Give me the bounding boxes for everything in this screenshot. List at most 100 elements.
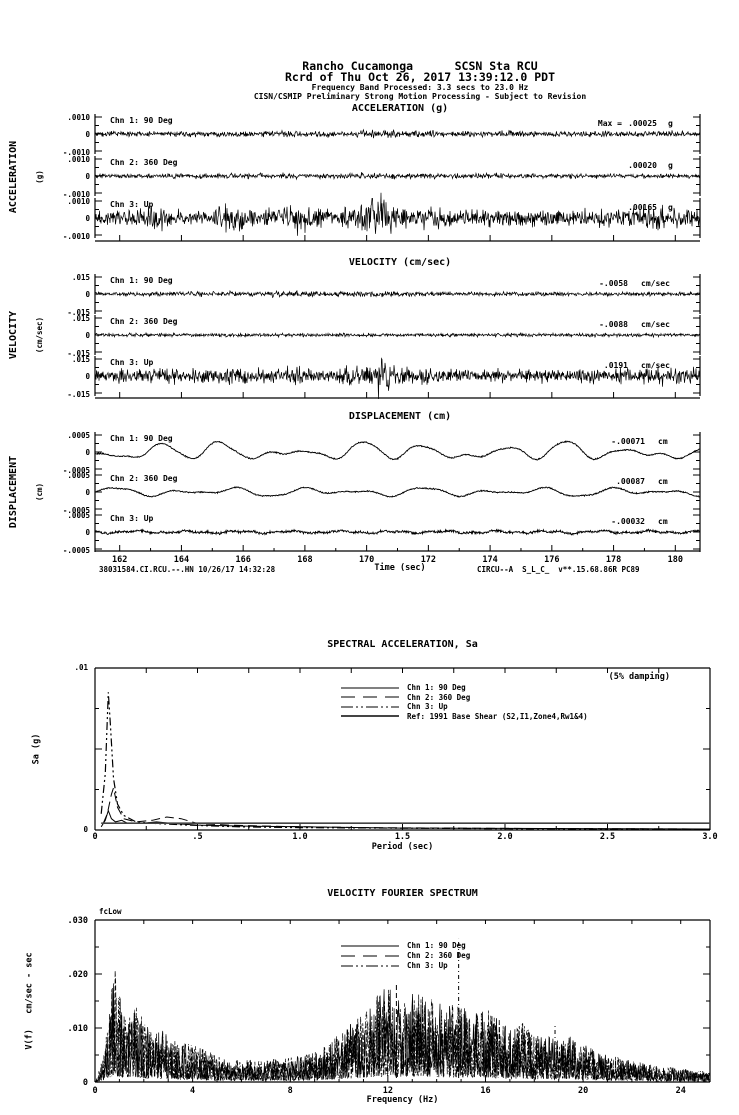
sa-legend-label: Ref: 1991 Base Shear (S2,I1,Zone4,Rw1&4): [407, 711, 588, 721]
y-scale-label: 0: [85, 290, 90, 299]
y-scale-label: 0: [85, 528, 90, 537]
channel-label: Chn 1: 90 Deg: [110, 276, 173, 285]
max-unit-label: cm: [658, 437, 668, 446]
section-title-displacement: DISPLACEMENT (cm): [348, 411, 452, 422]
velocity-plot: [94, 274, 701, 400]
section-title-velocity: VELOCITY (cm/sec): [348, 257, 452, 268]
acceleration-trace-chn1: [94, 128, 701, 139]
y-scale-label: .0005: [67, 511, 90, 520]
fourier-xlabel: Frequency (Hz): [366, 1095, 439, 1105]
sa-legend-line-chn2: [341, 696, 399, 698]
max-unit-label: g: [668, 161, 673, 170]
channel-label: Chn 3: Up: [110, 200, 154, 209]
max-value-label: -.0058: [599, 279, 628, 288]
y-scale-label: .0005: [67, 431, 90, 440]
max-unit-label: g: [668, 119, 673, 128]
max-unit-label: cm: [658, 517, 668, 526]
header-processing-line: CISN/CSMIP Preliminary Strong Motion Pro…: [253, 92, 587, 101]
velocity-trace-chn1: [94, 289, 701, 299]
max-value-label: -.0088: [599, 320, 628, 329]
y-scale-label: -.015: [67, 308, 90, 317]
acceleration-trace-chn3: [94, 192, 701, 236]
footer-record-id: 38031584.CI.RCU.--.HN 10/26/17 14:32:28: [99, 565, 276, 574]
acceleration-plot: [94, 114, 701, 242]
y-scale-label: -.0005: [63, 466, 90, 475]
y-scale-label: .0005: [67, 471, 90, 480]
sa-legend-item: Chn 1: 90 Deg: [341, 683, 466, 692]
max-prefix-label: Max =: [598, 119, 622, 128]
max-value-label: .00025: [628, 119, 657, 128]
time-tick-label: 164: [174, 555, 189, 565]
y-scale-label: 0: [85, 172, 90, 181]
y-scale-label: 0: [85, 448, 90, 457]
y-scale-label: -.0005: [63, 546, 90, 555]
max-value-label: .00020: [628, 161, 657, 170]
header-record-line: Rcrd of Thu Oct 26, 2017 13:39:12.0 PDT: [284, 70, 556, 84]
sa-title: SPECTRAL ACCELERATION, Sa: [327, 639, 478, 650]
y-scale-label: .015: [72, 314, 90, 323]
sa-legend-label: Chn 2: 360 Deg: [407, 692, 471, 702]
channel-label: Chn 2: 360 Deg: [110, 158, 178, 167]
max-unit-label: cm/sec: [641, 320, 670, 329]
sa-yzero-label: 0: [83, 825, 88, 834]
time-tick-label: 172: [421, 555, 436, 565]
time-tick-label: 174: [482, 555, 497, 565]
header-band-line: Frequency Band Processed: 3.3 secs to 23…: [311, 83, 529, 92]
y-scale-label: .015: [72, 273, 90, 282]
fourier-y-tick-label: .030: [68, 916, 88, 926]
max-unit-label: cm/sec: [641, 279, 670, 288]
channel-label: Chn 2: 360 Deg: [110, 474, 178, 483]
max-unit-label: cm/sec: [641, 361, 670, 370]
sa-ytop-label: .01: [74, 663, 88, 672]
y-scale-label: 0: [85, 130, 90, 139]
sa-legend-item: Ref: 1991 Base Shear (S2,I1,Zone4,Rw1&4): [341, 712, 588, 721]
fourier-legend-line-chn2: [341, 955, 399, 956]
max-value-label: .00165: [628, 203, 657, 212]
sa-x-tick-label: 2.5: [600, 832, 615, 842]
fourier-trace-chn3: [94, 994, 711, 1083]
y-scale-label: .015: [72, 355, 90, 364]
max-unit-label: cm: [658, 477, 668, 486]
fourier-x-tick-label: 8: [288, 1086, 293, 1096]
sa-x-tick-label: 0: [92, 832, 97, 842]
displacement-trace-chn2: [94, 485, 701, 498]
velocity-trace-chn3: [94, 357, 701, 400]
y-scale-label: -.0005: [63, 506, 90, 515]
displacement-trace-chn1: [94, 440, 701, 461]
displacement-plot: [94, 432, 701, 552]
sa-xlabel: Period (sec): [371, 842, 434, 852]
sa-x-tick-label: 2.0: [497, 832, 512, 842]
channel-label: Chn 1: 90 Deg: [110, 116, 173, 125]
sa-legend-label: Chn 3: Up: [407, 702, 448, 711]
max-value-label: .00087: [616, 477, 645, 486]
y-scale-label: -.0010: [63, 148, 91, 157]
channel-label: Chn 3: Up: [110, 358, 154, 367]
fourier-y-tick-label: 0: [83, 1078, 88, 1088]
sa-damping-note: (5% damping): [608, 672, 670, 682]
header-station-line: Rancho Cucamonga SCSN Sta RCU: [302, 59, 538, 73]
sa-legend-line-chn1: [341, 687, 399, 688]
fourier-x-tick-label: 24: [676, 1086, 686, 1096]
fourier-x-tick-label: 4: [190, 1086, 195, 1096]
acceleration-time-axis: [95, 235, 700, 242]
y-scale-label: .0010: [67, 155, 90, 164]
time-tick-label: 166: [235, 555, 250, 565]
y-scale-label: -.015: [67, 349, 90, 358]
time-tick-label: 178: [606, 555, 621, 565]
fourier-legend-item: Chn 2: 360 Deg: [341, 951, 470, 960]
channel-label: Chn 2: 360 Deg: [110, 317, 178, 326]
footer-processing-code: CIRCU--A S_L_C_ v**.15.68.86R PC89: [477, 565, 640, 574]
max-value-label: .0191: [604, 361, 628, 370]
y-scale-label: .0010: [67, 113, 90, 122]
fourier-legend-line-chn3: [341, 965, 399, 966]
fourier-legend-line-chn1: [341, 945, 399, 946]
fourier-plot: [94, 919, 711, 1084]
sa-curve-2: [102, 785, 711, 830]
channel-label: Chn 1: 90 Deg: [110, 434, 173, 443]
displacement-trace-chn3: [94, 528, 701, 536]
max-unit-label: g: [668, 203, 673, 212]
velocity-trace-chn2: [94, 331, 701, 339]
fourier-title: VELOCITY FOURIER SPECTRUM: [327, 888, 478, 899]
